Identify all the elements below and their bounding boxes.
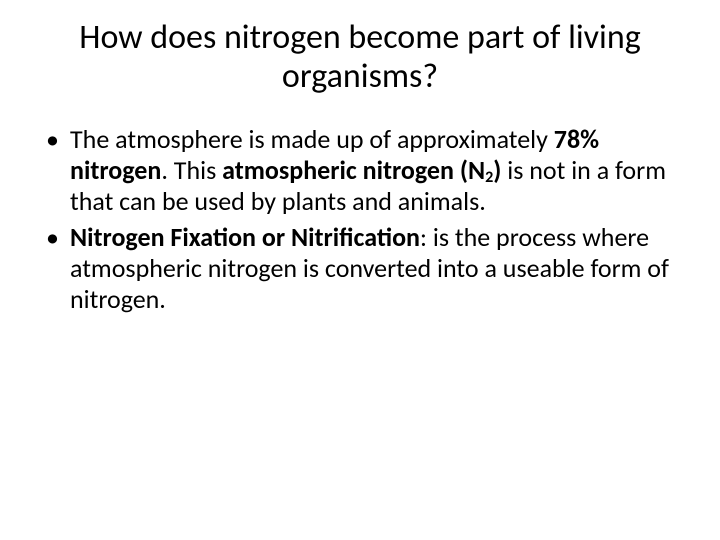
slide-title: How does nitrogen become part of living … (40, 18, 680, 96)
bullet-text-bold: Nitrogen Fixation or Nitrification (70, 221, 420, 253)
slide-body: The atmosphere is made up of approximate… (40, 124, 680, 314)
slide: How does nitrogen become part of living … (0, 0, 720, 540)
bullet-text: . This (161, 154, 222, 186)
bullet-text: The atmosphere is made up of approximate… (70, 123, 554, 155)
n2-pre: atmospheric nitrogen (N (222, 154, 485, 186)
n2-subscript: 2 (485, 168, 493, 187)
bullet-list: The atmosphere is made up of approximate… (46, 124, 680, 314)
bullet-text-bold: atmospheric nitrogen (N2) (222, 154, 501, 186)
list-item: The atmosphere is made up of approximate… (46, 124, 680, 216)
list-item: Nitrogen Fixation or Nitrification: is t… (46, 222, 680, 314)
